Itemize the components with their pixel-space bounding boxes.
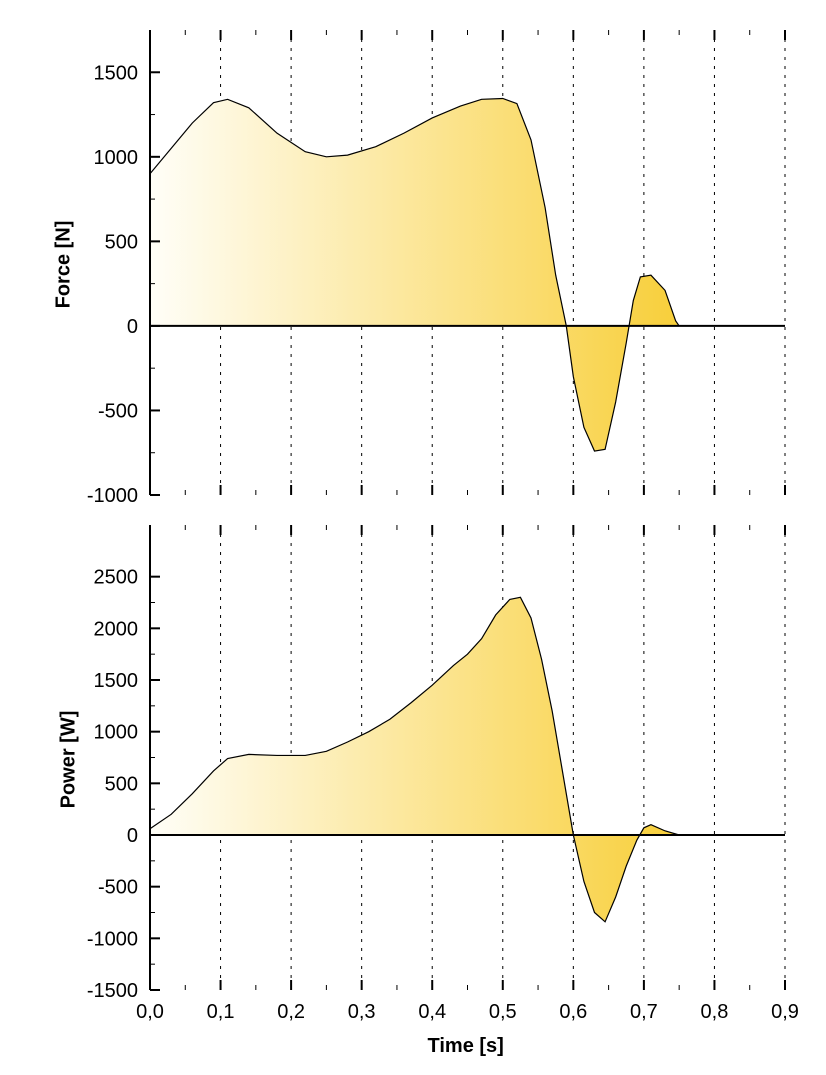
power-y-axis-label: Power [W] bbox=[57, 710, 80, 808]
xtick-label: 0,8 bbox=[701, 1001, 729, 1023]
xtick-label: 0,7 bbox=[630, 1001, 658, 1023]
xtick-label: 0,6 bbox=[559, 1001, 587, 1023]
area-fill-force bbox=[150, 98, 679, 451]
chart-power: -1500 -1000 -500 0 500 1000 1500 2000 2500 bbox=[87, 525, 785, 1002]
chart-container: -1000 -500 0 500 1000 1500 -1500 -1000 -500 0 500 1… bbox=[0, 0, 826, 1075]
xtick-label: 0,1 bbox=[207, 1001, 235, 1023]
area-fill-power bbox=[150, 597, 679, 921]
x-axis-label: Time [s] bbox=[428, 1035, 504, 1058]
xtick-label: 0,0 bbox=[136, 1001, 164, 1023]
ytick-label: -1500 bbox=[87, 980, 138, 1002]
ytick-label: 500 bbox=[105, 773, 138, 795]
force-y-axis-label: Force [N] bbox=[52, 220, 75, 308]
ytick-label: 1500 bbox=[94, 670, 139, 692]
ytick-label: 0 bbox=[127, 316, 138, 338]
chart-force: -1000 -500 0 500 1000 1500 bbox=[87, 30, 785, 507]
xtick-label: 0,2 bbox=[277, 1001, 305, 1023]
ytick-label: -1000 bbox=[87, 928, 138, 950]
xtick-label: 0,9 bbox=[771, 1001, 799, 1023]
ytick-label: -500 bbox=[98, 877, 138, 899]
ytick-label: 2000 bbox=[94, 618, 139, 640]
ytick-label: 1500 bbox=[94, 62, 139, 84]
xtick-label: 0,3 bbox=[348, 1001, 376, 1023]
ytick-label: 500 bbox=[105, 231, 138, 253]
ytick-label: -500 bbox=[98, 400, 138, 422]
ytick-label: 0 bbox=[127, 825, 138, 847]
chart-svg: -1000 -500 0 500 1000 1500 -1500 -1000 -500 0 500 1… bbox=[0, 0, 826, 1075]
xtick-label: 0,5 bbox=[489, 1001, 517, 1023]
ytick-label: 1000 bbox=[94, 147, 139, 169]
xtick-label: 0,4 bbox=[418, 1001, 446, 1023]
ytick-label: -1000 bbox=[87, 485, 138, 507]
ytick-label: 1000 bbox=[94, 722, 139, 744]
ytick-label: 2500 bbox=[94, 567, 139, 589]
